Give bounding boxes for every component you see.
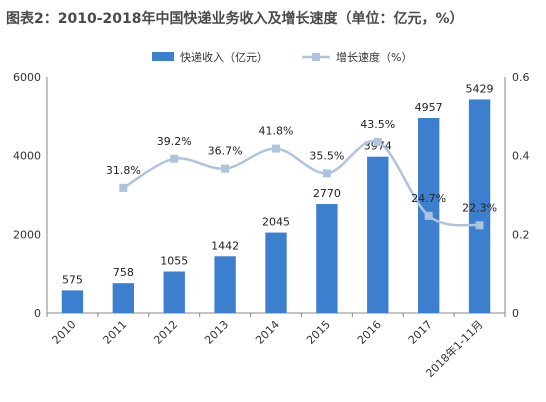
y2-tick-label: 0.4 [512, 150, 530, 163]
growth-data-label: 24.7% [411, 192, 446, 205]
bar-data-label: 758 [113, 266, 134, 279]
bar-data-label: 2045 [262, 216, 290, 229]
growth-point [322, 169, 331, 178]
growth-data-label: 43.5% [360, 118, 395, 131]
growth-data-label: 35.5% [309, 149, 344, 162]
legend-line-label: 增长速度（%） [336, 50, 412, 64]
growth-point [272, 144, 280, 153]
growth-point [170, 154, 179, 163]
growth-data-label: 36.7% [208, 145, 243, 158]
y-tick-label: 6000 [13, 71, 41, 84]
bar [367, 156, 389, 313]
bar-data-label: 3974 [364, 140, 392, 153]
x-tick-label: 2010 [50, 318, 79, 347]
growth-data-label: 39.2% [157, 135, 192, 148]
x-tick-label: 2017 [406, 318, 435, 347]
growth-line [122, 139, 480, 227]
bar-data-label: 5429 [466, 82, 494, 95]
x-tick-label: 2013 [202, 318, 231, 347]
bar [214, 256, 236, 313]
y-tick-label: 2000 [13, 228, 41, 241]
y2-tick-label: 0.2 [512, 228, 530, 241]
bar-data-label: 2770 [313, 187, 341, 200]
legend-line-marker [312, 53, 320, 61]
bar [112, 283, 135, 313]
growth-point [373, 137, 382, 146]
growth-point [119, 183, 128, 192]
bar-data-label: 1055 [160, 255, 188, 268]
bar [265, 232, 287, 313]
x-tick-label: 2011 [100, 318, 129, 347]
y-tick-label: 0 [34, 307, 41, 320]
y2-tick-label: 0 [512, 307, 519, 320]
bar [61, 290, 84, 313]
y2-tick-label: 0.6 [512, 71, 530, 84]
bar [163, 271, 185, 313]
growth-point [221, 164, 230, 173]
growth-data-label: 41.8% [259, 125, 294, 138]
bar-data-label: 575 [62, 273, 83, 286]
y-tick-label: 4000 [13, 150, 41, 163]
chart-title: 图表2：2010-2018年中国快递业务收入及增长速度（单位：亿元，%） [6, 11, 464, 27]
x-tick-label: 2014 [253, 318, 282, 347]
x-tick-label: 2012 [151, 318, 180, 347]
growth-data-label: 22.3% [462, 201, 497, 214]
bar-data-label: 4957 [415, 101, 443, 114]
bar [468, 99, 491, 313]
x-tick-label: 2016 [355, 318, 384, 347]
bar [316, 204, 338, 313]
bar-data-label: 1442 [211, 239, 239, 252]
legend-bar-label: 快递收入（亿元） [180, 50, 268, 64]
growth-point [424, 211, 433, 220]
growth-data-label: 31.8% [106, 164, 141, 177]
growth-point [475, 221, 484, 230]
x-tick-label: 2015 [304, 318, 333, 347]
legend-bar-swatch [152, 52, 174, 61]
